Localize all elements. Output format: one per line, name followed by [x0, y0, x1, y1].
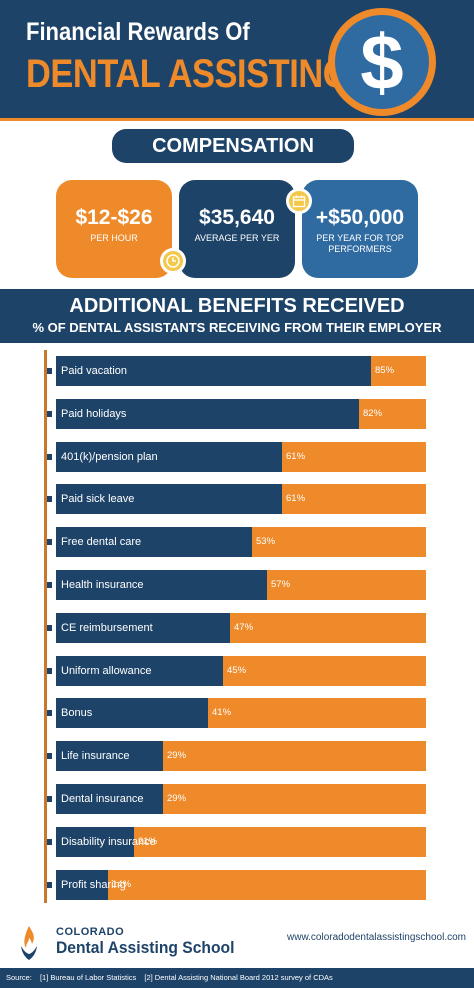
bar-tick — [47, 625, 52, 631]
benefits-title: ADDITIONAL BENEFITS RECEIVED — [69, 295, 405, 317]
source-citation-2: [2] Dental Assisting National Board 2012… — [144, 973, 333, 982]
bar-category-label: Health insurance — [61, 579, 144, 591]
chart-axis-line — [44, 350, 47, 903]
hourly-pay-label: PER HOUR — [90, 233, 138, 243]
bar-value-label: 21% — [138, 836, 158, 847]
header-divider — [0, 118, 474, 121]
bar-value-label: 61% — [286, 451, 306, 462]
bar-row: Dental insurance 29% — [56, 784, 426, 814]
bar-category-label: Paid vacation — [61, 365, 128, 377]
bar-tick — [47, 411, 52, 417]
bar-fill — [56, 827, 134, 857]
bar-fill — [56, 698, 208, 728]
bar-row: Life insurance 29% — [56, 741, 426, 771]
header-banner: Financial Rewards Of DENTAL ASSISTING $ — [0, 0, 474, 118]
bar-category-label: Dental insurance — [61, 793, 144, 805]
school-name-line-2: Dental Assisting School — [56, 938, 235, 957]
top-performer-value: +$50,000 — [315, 206, 405, 229]
bar-row: Uniform allowance 45% — [56, 656, 426, 686]
annual-pay-card: $35,640 AVERAGE PER YER — [179, 180, 295, 278]
dollar-sign-icon: $ — [328, 8, 436, 116]
bar-row: Health insurance 57% — [56, 570, 426, 600]
bar-tick — [47, 496, 52, 502]
bar-tick — [47, 710, 52, 716]
title-line-2: DENTAL ASSISTING — [26, 52, 350, 96]
bar-tick — [47, 753, 52, 759]
annual-pay-value: $35,640 — [199, 206, 275, 229]
bar-value-label: 29% — [167, 750, 187, 761]
bar-tick — [47, 839, 52, 845]
bar-row: Profit sharing 14% — [56, 870, 426, 900]
hourly-pay-value: $12-$26 — [75, 206, 153, 229]
bar-value-label: 53% — [256, 536, 276, 547]
source-bar: Source: [1] Bureau of Labor Statistics [… — [0, 968, 474, 988]
bar-fill — [56, 741, 163, 771]
bar-category-label: Life insurance — [61, 750, 130, 762]
source-label: Source: — [6, 973, 32, 982]
bar-value-label: 47% — [234, 622, 254, 633]
bar-tick — [47, 368, 52, 374]
dollar-glyph: $ — [335, 15, 429, 109]
bar-value-label: 61% — [286, 493, 306, 504]
bar-row: Free dental care 53% — [56, 527, 426, 557]
bar-value-label: 85% — [375, 365, 395, 376]
top-performer-label: PER YEAR FOR TOP PERFORMERS — [316, 233, 404, 254]
bar-category-label: Profit sharing — [61, 879, 126, 891]
bar-category-label: Uniform allowance — [61, 665, 152, 677]
bar-fill — [56, 656, 223, 686]
bar-tick — [47, 539, 52, 545]
benefits-heading-band: ADDITIONAL BENEFITS RECEIVED % OF DENTAL… — [0, 289, 474, 343]
bar-row: Paid holidays 82% — [56, 399, 426, 429]
bar-fill — [56, 570, 267, 600]
bar-category-label: 401(k)/pension plan — [61, 451, 158, 463]
website-link[interactable]: www.coloradodentalassistingschool.com — [287, 932, 466, 943]
bar-category-label: Disability insurance — [61, 836, 156, 848]
bar-category-label: Paid holidays — [61, 408, 127, 420]
annual-pay-label: AVERAGE PER YER — [194, 233, 280, 243]
bar-row: Paid sick leave 61% — [56, 484, 426, 514]
bar-value-label: 14% — [112, 879, 132, 890]
bar-value-label: 41% — [212, 707, 232, 718]
bar-tick — [47, 668, 52, 674]
bar-category-label: Paid sick leave — [61, 493, 135, 505]
bar-category-label: Bonus — [61, 707, 93, 719]
bar-fill — [56, 356, 371, 386]
bar-fill — [56, 399, 359, 429]
top-performer-card: +$50,000 PER YEAR FOR TOP PERFORMERS — [302, 180, 418, 278]
bar-row: Disability insurance 21% — [56, 827, 426, 857]
source-citation-1: [1] Bureau of Labor Statistics — [39, 973, 137, 982]
bar-tick — [47, 582, 52, 588]
bar-tick — [47, 882, 52, 888]
clock-icon — [160, 248, 186, 274]
bar-tick — [47, 796, 52, 802]
hourly-pay-card: $12-$26 PER HOUR — [56, 180, 172, 278]
bar-value-label: 57% — [271, 579, 291, 590]
benefits-subtitle: % OF DENTAL ASSISTANTS RECEIVING FROM TH… — [32, 320, 442, 335]
bar-fill — [56, 784, 163, 814]
bar-row: 401(k)/pension plan 61% — [56, 442, 426, 472]
bar-fill — [56, 442, 282, 472]
bar-category-label: Free dental care — [61, 536, 142, 548]
bar-tick — [47, 454, 52, 460]
bar-row: CE reimbursement 47% — [56, 613, 426, 643]
bar-fill — [56, 527, 252, 557]
bar-category-label: CE reimbursement — [61, 622, 153, 634]
bar-value-label: 29% — [167, 793, 187, 804]
calendar-icon — [286, 188, 312, 214]
bar-row: Paid vacation 85% — [56, 356, 426, 386]
bar-fill — [56, 870, 108, 900]
school-name-line-1: COLORADO — [56, 926, 125, 938]
bar-value-label: 82% — [363, 408, 383, 419]
compensation-heading: COMPENSATION — [112, 129, 354, 163]
bar-fill — [56, 613, 230, 643]
flame-torch-icon — [21, 926, 37, 960]
title-line-1: Financial Rewards Of — [26, 18, 250, 46]
bar-row: Bonus 41% — [56, 698, 426, 728]
bar-fill — [56, 484, 282, 514]
bar-value-label: 45% — [227, 665, 247, 676]
